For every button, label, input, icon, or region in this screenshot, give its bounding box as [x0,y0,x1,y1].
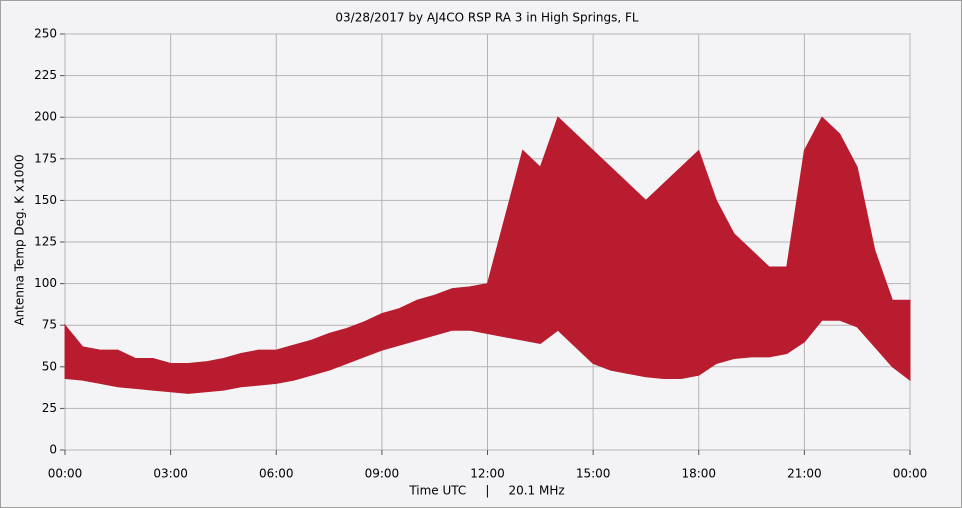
y-tick-label: 125 [34,235,57,249]
chart-title: 03/28/2017 by AJ4CO RSP RA 3 in High Spr… [335,11,639,25]
y-tick-label: 75 [42,318,57,332]
y-tick-label: 50 [42,359,57,373]
x-tick-label: 06:00 [259,467,294,481]
y-tick-label: 100 [34,276,57,290]
signal-band [64,116,911,394]
x-axis-label: Time UTC | 20.1 MHz [408,484,564,498]
x-tick-label: 00:00 [893,467,928,481]
y-tick-label: 0 [49,443,57,457]
x-tick-label: 21:00 [787,467,822,481]
y-tick-label: 175 [34,151,57,165]
y-tick-label: 225 [34,68,57,82]
x-tick-label: 12:00 [470,467,505,481]
x-tick-label: 18:00 [681,467,716,481]
x-tick-label: 15:00 [576,467,611,481]
x-tick-label: 03:00 [153,467,188,481]
y-tick-label: 200 [34,110,57,124]
y-tick-label: 150 [34,193,57,207]
x-tick-label: 09:00 [365,467,400,481]
y-tick-label: 25 [42,401,57,415]
y-tick-label: 250 [34,27,57,41]
y-axis-label: Antenna Temp Deg. K x1000 [13,154,27,325]
x-tick-label: 00:00 [48,467,83,481]
